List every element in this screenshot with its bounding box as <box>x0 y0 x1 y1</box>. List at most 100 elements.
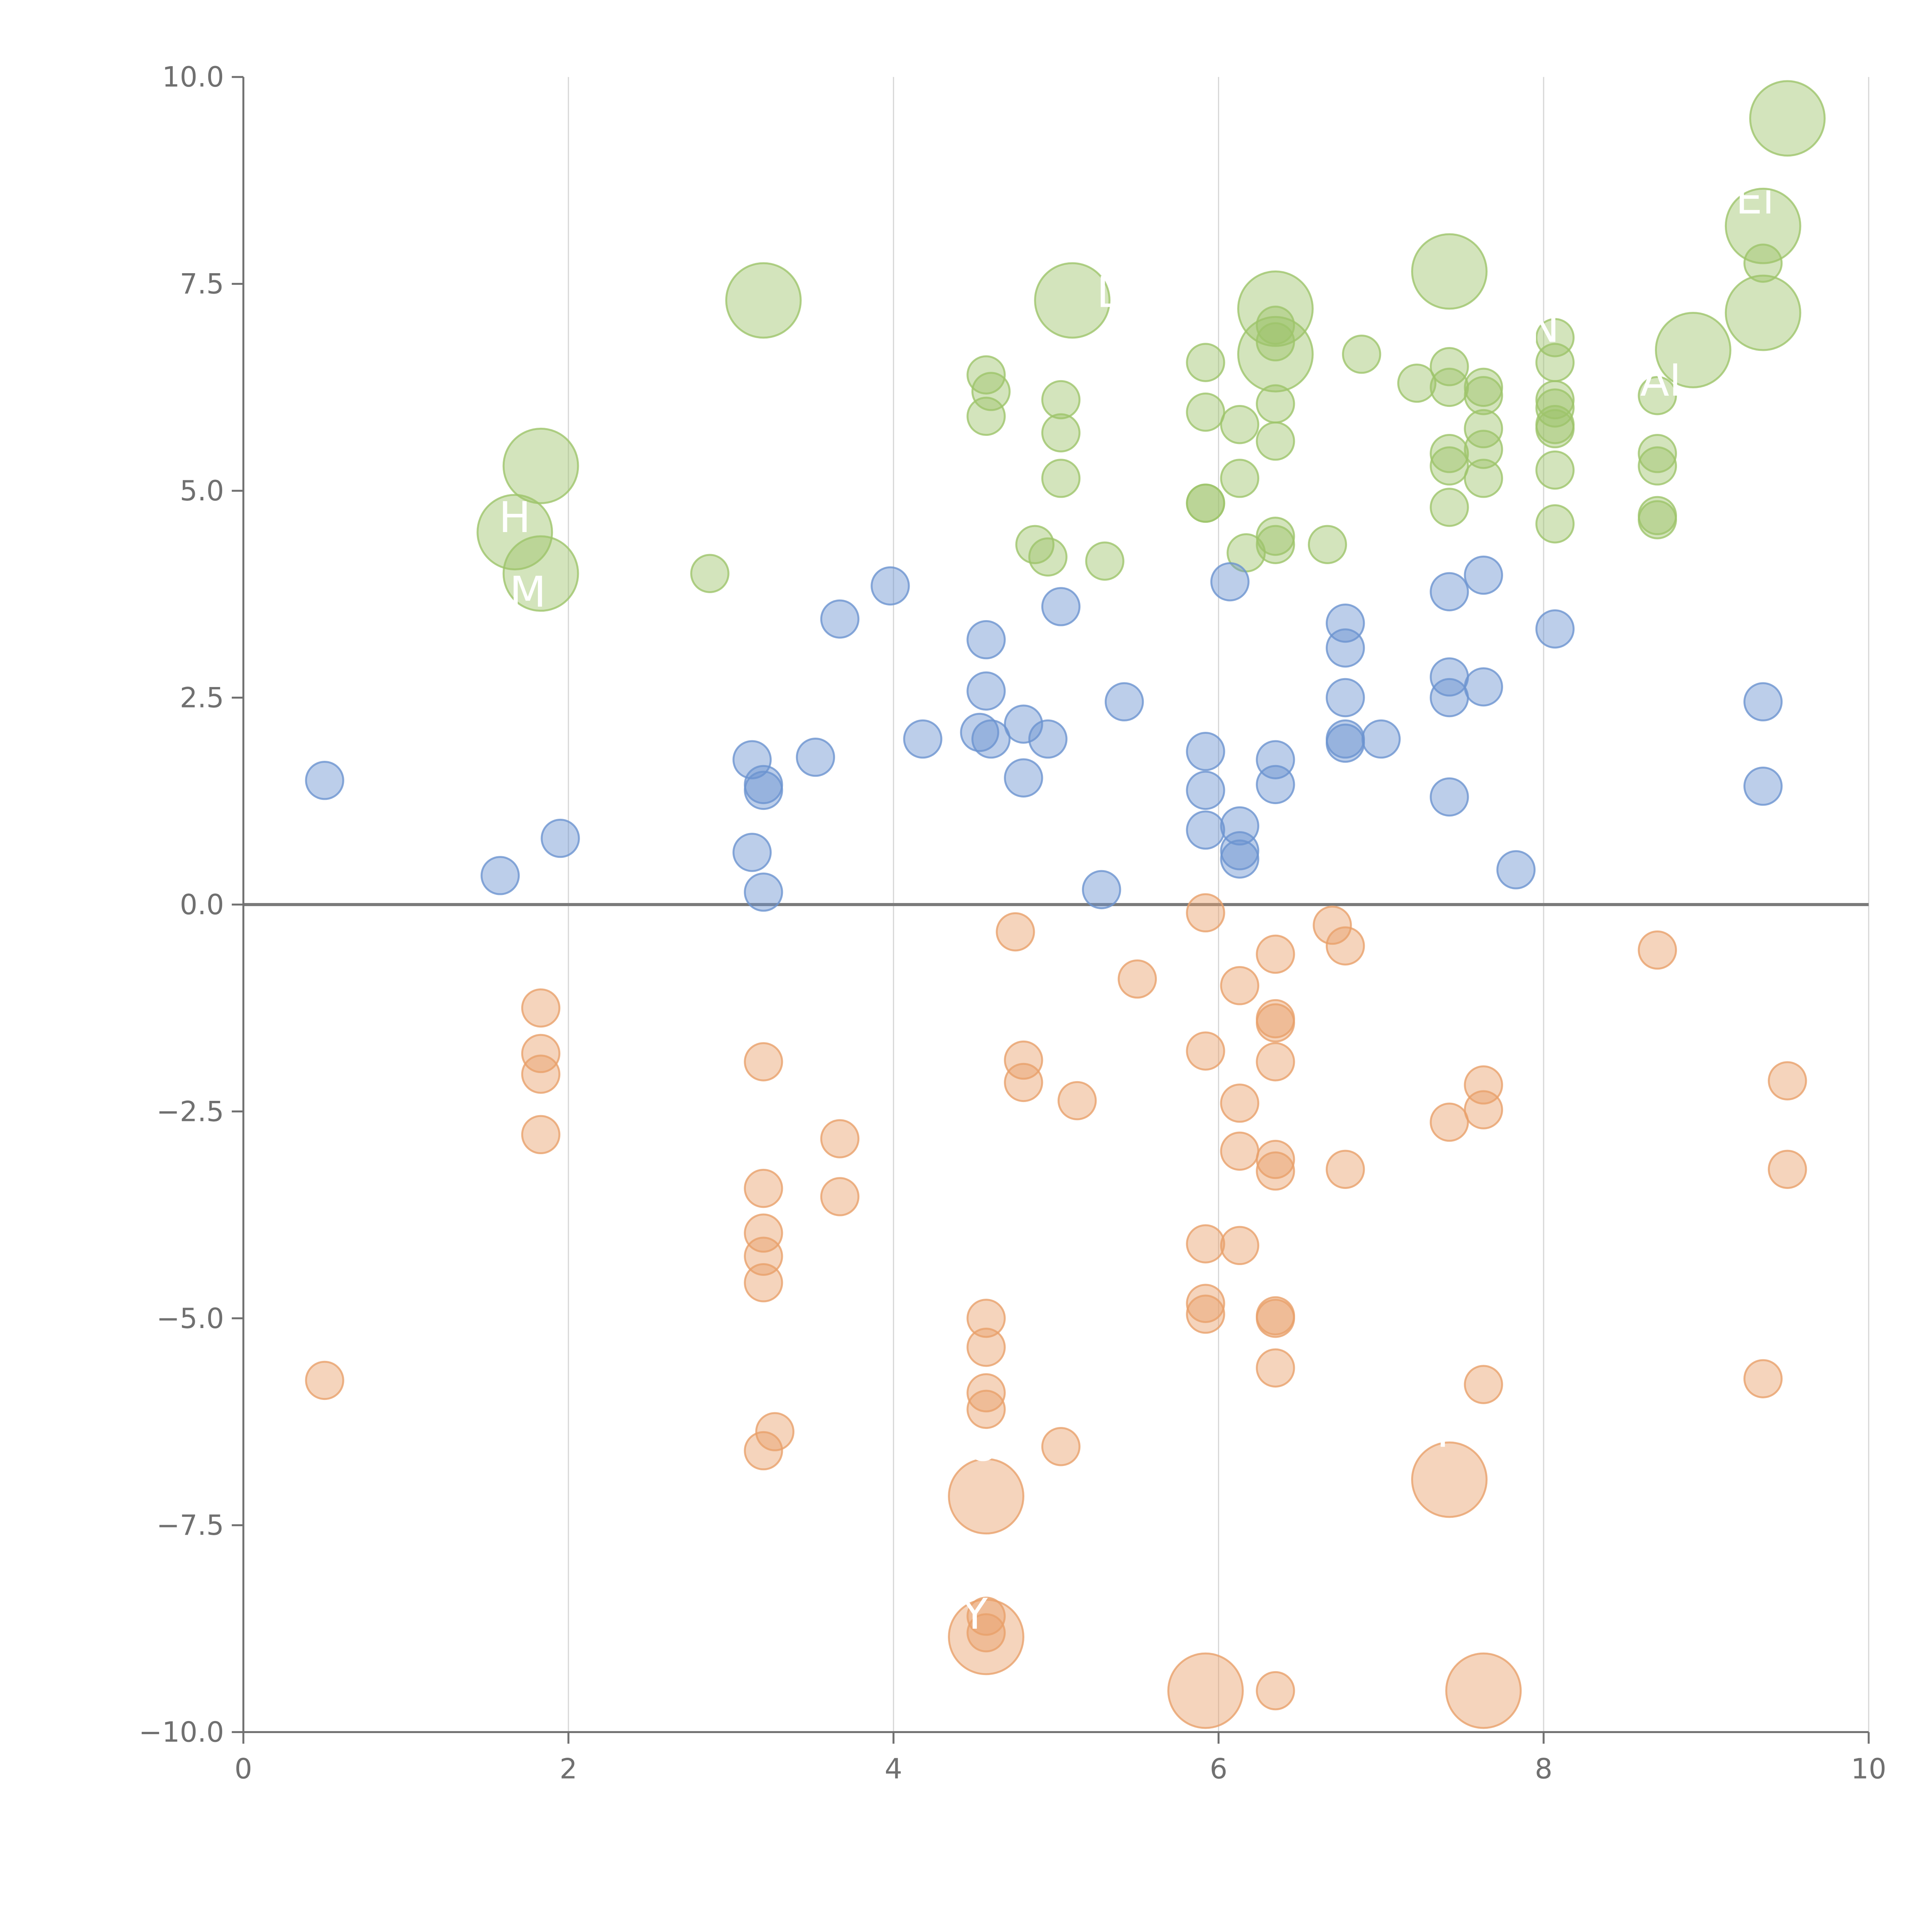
large-bubble <box>1411 233 1488 310</box>
data-point <box>1256 306 1295 345</box>
axes: 0 2 4 6 8 10 −10.0 −7.5 −5.0 −2.5 0.0 2.5 5.0 7.5 10.0 <box>139 61 1886 1785</box>
data-point <box>1220 839 1259 879</box>
x-tick-label: 6 <box>1210 1753 1228 1785</box>
data-point <box>1186 1224 1225 1264</box>
data-point <box>1004 1063 1043 1102</box>
data-point <box>1397 363 1437 403</box>
data-point <box>1430 367 1469 407</box>
data-point <box>1186 893 1225 933</box>
data-point <box>1638 434 1677 473</box>
data-point <box>966 1373 1006 1413</box>
data-point <box>1535 504 1575 544</box>
large-bubble <box>476 494 553 571</box>
data-point <box>966 620 1006 660</box>
y-tick-label: 2.5 <box>180 682 224 714</box>
y-tick-label: 7.5 <box>180 268 224 300</box>
data-point <box>1325 723 1365 763</box>
y-tick-label: 5.0 <box>180 474 224 507</box>
data-point <box>903 719 942 759</box>
data-point <box>521 988 561 1028</box>
data-point <box>1464 1090 1503 1129</box>
data-point <box>1325 926 1365 966</box>
data-point <box>1325 628 1365 668</box>
data-point <box>1256 1299 1295 1338</box>
y-tick-label: −2.5 <box>156 1095 224 1128</box>
large-bubble <box>1034 262 1111 339</box>
data-point <box>1361 719 1401 759</box>
data-point <box>1041 587 1081 626</box>
data-point <box>1256 1003 1295 1043</box>
data-point <box>1117 959 1157 999</box>
data-point <box>1220 966 1259 1005</box>
data-point <box>1085 541 1124 581</box>
data-point <box>1308 525 1347 564</box>
data-point <box>1430 678 1469 718</box>
data-point <box>966 1597 1006 1636</box>
data-point <box>1430 347 1469 386</box>
data-point <box>1256 1139 1295 1179</box>
x-tick-label: 0 <box>235 1753 252 1785</box>
data-point <box>744 1042 783 1082</box>
data-point <box>971 719 1011 759</box>
data-point <box>796 738 835 777</box>
large-bubble <box>1749 80 1826 157</box>
data-point <box>1082 870 1121 910</box>
data-point <box>871 566 910 606</box>
data-point <box>1535 609 1575 649</box>
data-point <box>521 1054 561 1094</box>
data-point <box>744 1431 783 1471</box>
data-point <box>1638 446 1677 486</box>
data-point <box>1004 704 1043 744</box>
data-point <box>820 599 860 639</box>
data-point <box>1220 1083 1259 1123</box>
data-point <box>1535 409 1575 449</box>
data-point <box>1220 405 1259 444</box>
large-bubble <box>502 427 579 504</box>
data-point <box>1186 343 1225 382</box>
data-point <box>1256 421 1295 461</box>
data-point <box>1220 1226 1259 1265</box>
point-annotation: O <box>966 1421 1000 1471</box>
data-point <box>1256 525 1295 564</box>
data-point <box>1743 682 1783 721</box>
data-point <box>1325 1150 1365 1189</box>
data-point <box>1220 831 1259 871</box>
data-point <box>1464 459 1503 498</box>
data-point <box>966 1389 1006 1429</box>
data-point <box>1220 1131 1259 1171</box>
data-point <box>744 1213 783 1253</box>
data-point <box>1104 682 1144 721</box>
data-point <box>1186 483 1225 523</box>
data-point <box>1041 413 1081 452</box>
data-point <box>1430 446 1469 486</box>
y-tick-label: 10.0 <box>162 61 224 93</box>
data-point <box>1210 562 1250 602</box>
data-point <box>966 1299 1006 1338</box>
point-annotation: M <box>509 567 546 617</box>
data-point <box>1464 1365 1503 1404</box>
y-tick-label: −7.5 <box>156 1509 224 1541</box>
data-point <box>1256 1671 1295 1711</box>
data-point <box>1768 1061 1807 1100</box>
data-point <box>1464 430 1503 469</box>
data-point <box>1313 905 1352 945</box>
data-point <box>966 355 1006 395</box>
data-point <box>1256 765 1295 804</box>
data-point <box>1464 555 1503 595</box>
data-point <box>1496 850 1536 889</box>
x-tick-label: 10 <box>1851 1753 1886 1785</box>
point-annotation: P <box>1437 1407 1462 1457</box>
large-bubble <box>1725 187 1801 264</box>
data-point <box>1028 719 1068 759</box>
data-point <box>541 818 580 858</box>
point-annotation: Al <box>1640 356 1681 406</box>
data-point <box>1256 1042 1295 1082</box>
data-point <box>1186 1284 1225 1323</box>
point-annotation: Ei <box>1736 174 1774 224</box>
data-point <box>1004 758 1043 798</box>
data-point <box>521 1034 561 1073</box>
large-bubble <box>1445 1652 1522 1729</box>
data-point <box>966 671 1006 711</box>
data-point <box>1638 930 1677 970</box>
data-point <box>1186 770 1225 810</box>
